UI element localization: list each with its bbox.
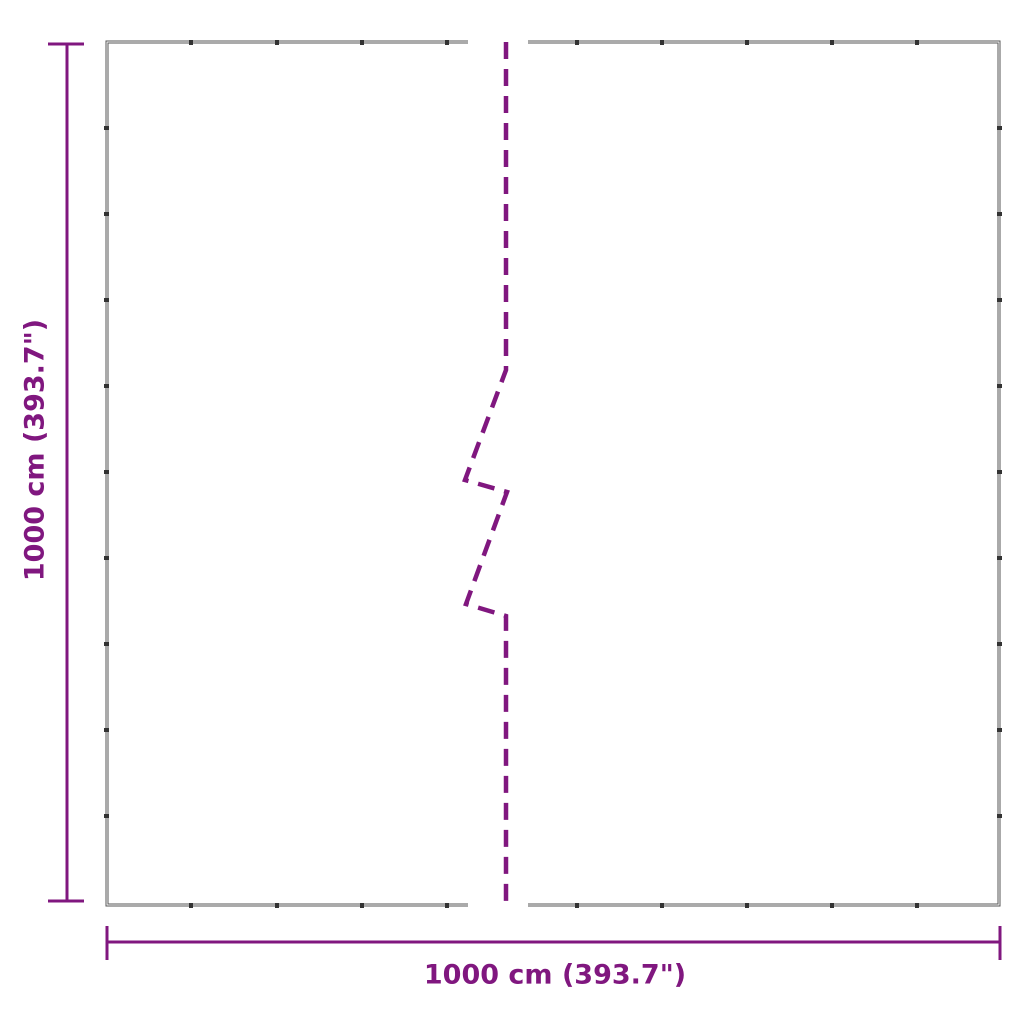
cut-line-dashed — [462, 42, 510, 905]
tarp-frame-left — [105, 40, 468, 907]
width-label: 1000 cm (393.7") — [423, 959, 687, 991]
height-dimension-line — [48, 42, 84, 903]
eyelets — [104, 40, 1002, 908]
tarp-frame-right — [528, 40, 1001, 907]
width-dimension-line — [105, 926, 1002, 960]
height-label: 1000 cm (393.7") — [19, 318, 51, 582]
